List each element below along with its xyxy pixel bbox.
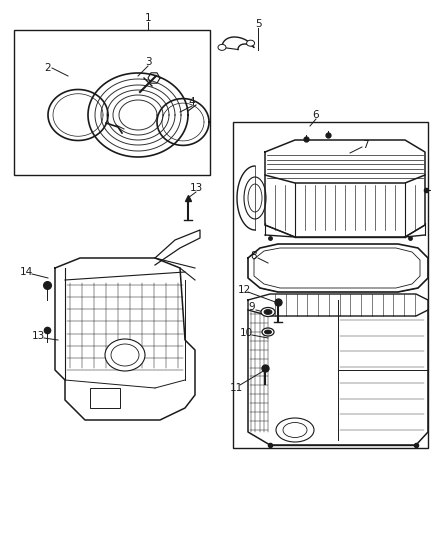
Text: 13: 13 xyxy=(32,331,45,341)
Text: 6: 6 xyxy=(313,110,319,120)
Bar xyxy=(90,388,120,408)
Ellipse shape xyxy=(105,339,145,371)
Ellipse shape xyxy=(218,44,226,50)
Text: 7: 7 xyxy=(362,140,368,150)
Ellipse shape xyxy=(265,330,272,334)
Text: 3: 3 xyxy=(145,57,151,67)
Bar xyxy=(233,122,428,448)
Text: 10: 10 xyxy=(240,328,253,338)
Ellipse shape xyxy=(262,328,274,336)
Text: 11: 11 xyxy=(230,383,243,393)
Text: 1: 1 xyxy=(145,13,151,23)
Text: 12: 12 xyxy=(237,285,251,295)
Text: 13: 13 xyxy=(189,183,203,193)
Text: 2: 2 xyxy=(45,63,51,73)
Ellipse shape xyxy=(264,310,272,314)
Ellipse shape xyxy=(248,184,262,212)
Ellipse shape xyxy=(111,344,139,366)
Text: 4: 4 xyxy=(189,97,195,107)
Text: 5: 5 xyxy=(254,19,261,29)
Ellipse shape xyxy=(261,308,275,317)
Text: 9: 9 xyxy=(249,302,255,312)
Ellipse shape xyxy=(276,418,314,442)
Ellipse shape xyxy=(283,423,307,438)
Bar xyxy=(14,30,210,175)
Ellipse shape xyxy=(247,40,254,46)
Text: 8: 8 xyxy=(251,251,257,261)
Ellipse shape xyxy=(244,177,266,219)
Text: 14: 14 xyxy=(19,267,32,277)
